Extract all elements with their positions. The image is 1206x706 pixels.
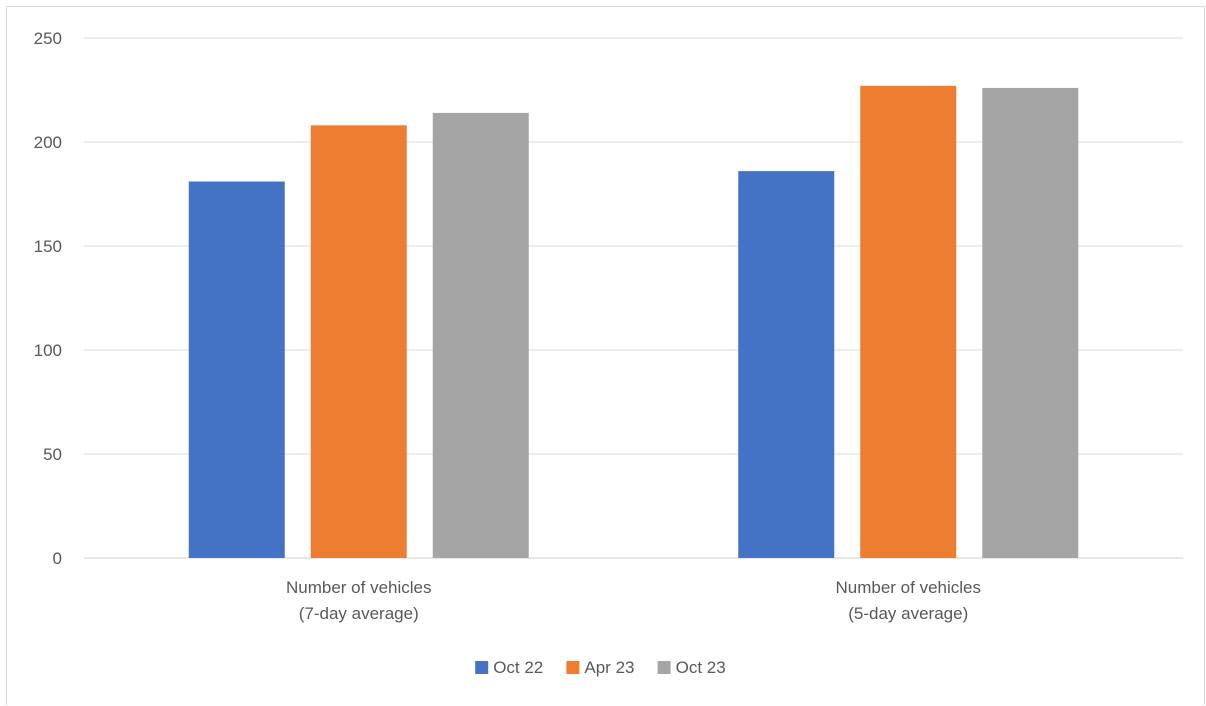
- y-tick-label: 100: [34, 341, 62, 360]
- x-category-label: (5-day average): [848, 604, 968, 623]
- legend-label-oct-23: Oct 23: [676, 658, 726, 677]
- y-tick-label: 0: [53, 549, 62, 568]
- bar-oct-22-cat-2: [738, 171, 835, 558]
- legend-swatch-oct-22: [475, 661, 489, 674]
- bar-oct-23-cat-2: [982, 87, 1079, 559]
- bar-oct-22-cat-1: [188, 181, 285, 558]
- legend-swatch-oct-23: [657, 661, 671, 674]
- y-tick-label: 200: [34, 133, 62, 152]
- chart-frame: [6, 6, 1205, 705]
- x-category-label: (7-day average): [299, 604, 419, 623]
- legend-swatch-apr-23: [566, 661, 580, 674]
- bar-apr-23-cat-1: [310, 125, 407, 559]
- y-tick-label: 150: [34, 237, 62, 256]
- legend: Oct 22 Apr 23 Oct 23: [475, 658, 726, 677]
- x-category-label: Number of vehicles: [286, 578, 432, 597]
- x-axis-category-labels: Number of vehicles (7-day average) Number …: [286, 578, 981, 623]
- legend-label-oct-22: Oct 22: [493, 658, 543, 677]
- y-axis-tick-labels: 0 50 100 150 200 250: [34, 29, 62, 568]
- y-tick-label: 250: [34, 29, 62, 48]
- y-tick-label: 50: [43, 445, 62, 464]
- legend-label-apr-23: Apr 23: [584, 658, 634, 677]
- bars: [188, 85, 1079, 559]
- x-category-label: Number of vehicles: [835, 578, 981, 597]
- bar-apr-23-cat-2: [860, 85, 957, 558]
- bar-oct-23-cat-1: [432, 112, 529, 558]
